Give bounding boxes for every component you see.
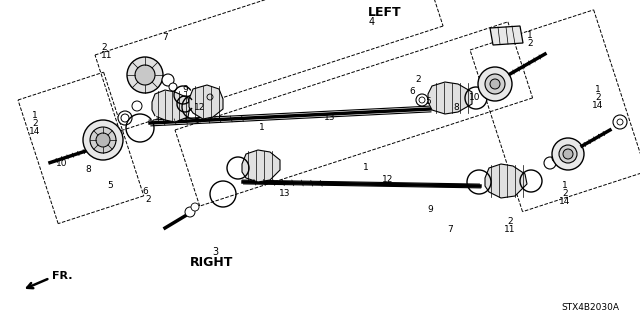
Text: 2: 2 <box>101 43 107 53</box>
Circle shape <box>169 83 177 91</box>
Text: 1: 1 <box>259 123 265 132</box>
Circle shape <box>118 111 132 125</box>
Text: 1: 1 <box>527 31 532 40</box>
Polygon shape <box>485 164 527 198</box>
Text: 3: 3 <box>212 247 218 257</box>
Circle shape <box>204 91 216 103</box>
Polygon shape <box>152 90 190 122</box>
Circle shape <box>490 79 500 89</box>
Text: 7: 7 <box>447 226 453 234</box>
Text: 1: 1 <box>562 181 568 189</box>
Circle shape <box>96 133 110 147</box>
Text: 2: 2 <box>145 196 151 204</box>
Circle shape <box>191 203 199 211</box>
Text: 13: 13 <box>324 114 336 122</box>
Text: 9: 9 <box>182 85 188 94</box>
Circle shape <box>127 57 163 93</box>
Circle shape <box>563 149 573 159</box>
Text: 7: 7 <box>162 33 168 42</box>
Text: 14: 14 <box>29 127 41 136</box>
Text: STX4B2030A: STX4B2030A <box>561 303 619 313</box>
Circle shape <box>552 154 560 162</box>
Circle shape <box>185 207 195 217</box>
Text: 6: 6 <box>142 188 148 197</box>
Text: 9: 9 <box>427 205 433 214</box>
Polygon shape <box>490 26 523 45</box>
Text: 2: 2 <box>507 218 513 226</box>
Text: 14: 14 <box>559 197 571 205</box>
Circle shape <box>90 127 116 153</box>
Text: 2: 2 <box>562 189 568 197</box>
Text: 2: 2 <box>415 76 421 85</box>
Text: 10: 10 <box>56 159 68 167</box>
Circle shape <box>478 67 512 101</box>
Text: 8: 8 <box>453 102 459 112</box>
Circle shape <box>559 145 577 163</box>
Text: 11: 11 <box>504 226 516 234</box>
Text: 2: 2 <box>595 93 601 102</box>
Text: 8: 8 <box>85 166 91 174</box>
Circle shape <box>135 65 155 85</box>
Text: 1: 1 <box>32 110 38 120</box>
Circle shape <box>544 157 556 169</box>
Circle shape <box>485 74 505 94</box>
Circle shape <box>552 138 584 170</box>
Text: 13: 13 <box>279 189 291 197</box>
Text: LEFT: LEFT <box>368 5 402 19</box>
Circle shape <box>613 115 627 129</box>
Circle shape <box>162 74 174 86</box>
Circle shape <box>416 94 428 106</box>
Text: 5: 5 <box>425 98 431 107</box>
Polygon shape <box>242 150 280 182</box>
Text: 4: 4 <box>369 17 375 27</box>
Text: 1: 1 <box>363 164 369 173</box>
Text: 10: 10 <box>469 93 481 102</box>
Text: 5: 5 <box>107 181 113 189</box>
Text: 1: 1 <box>595 85 601 94</box>
Text: 6: 6 <box>409 86 415 95</box>
Polygon shape <box>428 82 472 114</box>
Text: 14: 14 <box>592 101 604 110</box>
Text: FR.: FR. <box>52 271 72 281</box>
Text: 11: 11 <box>101 51 113 61</box>
Polygon shape <box>189 85 223 119</box>
Text: 12: 12 <box>382 175 394 184</box>
Text: 12: 12 <box>195 103 205 113</box>
Text: RIGHT: RIGHT <box>190 256 234 270</box>
Circle shape <box>132 101 142 111</box>
Text: 2: 2 <box>527 39 532 48</box>
Text: 2: 2 <box>32 118 38 128</box>
Circle shape <box>83 120 123 160</box>
